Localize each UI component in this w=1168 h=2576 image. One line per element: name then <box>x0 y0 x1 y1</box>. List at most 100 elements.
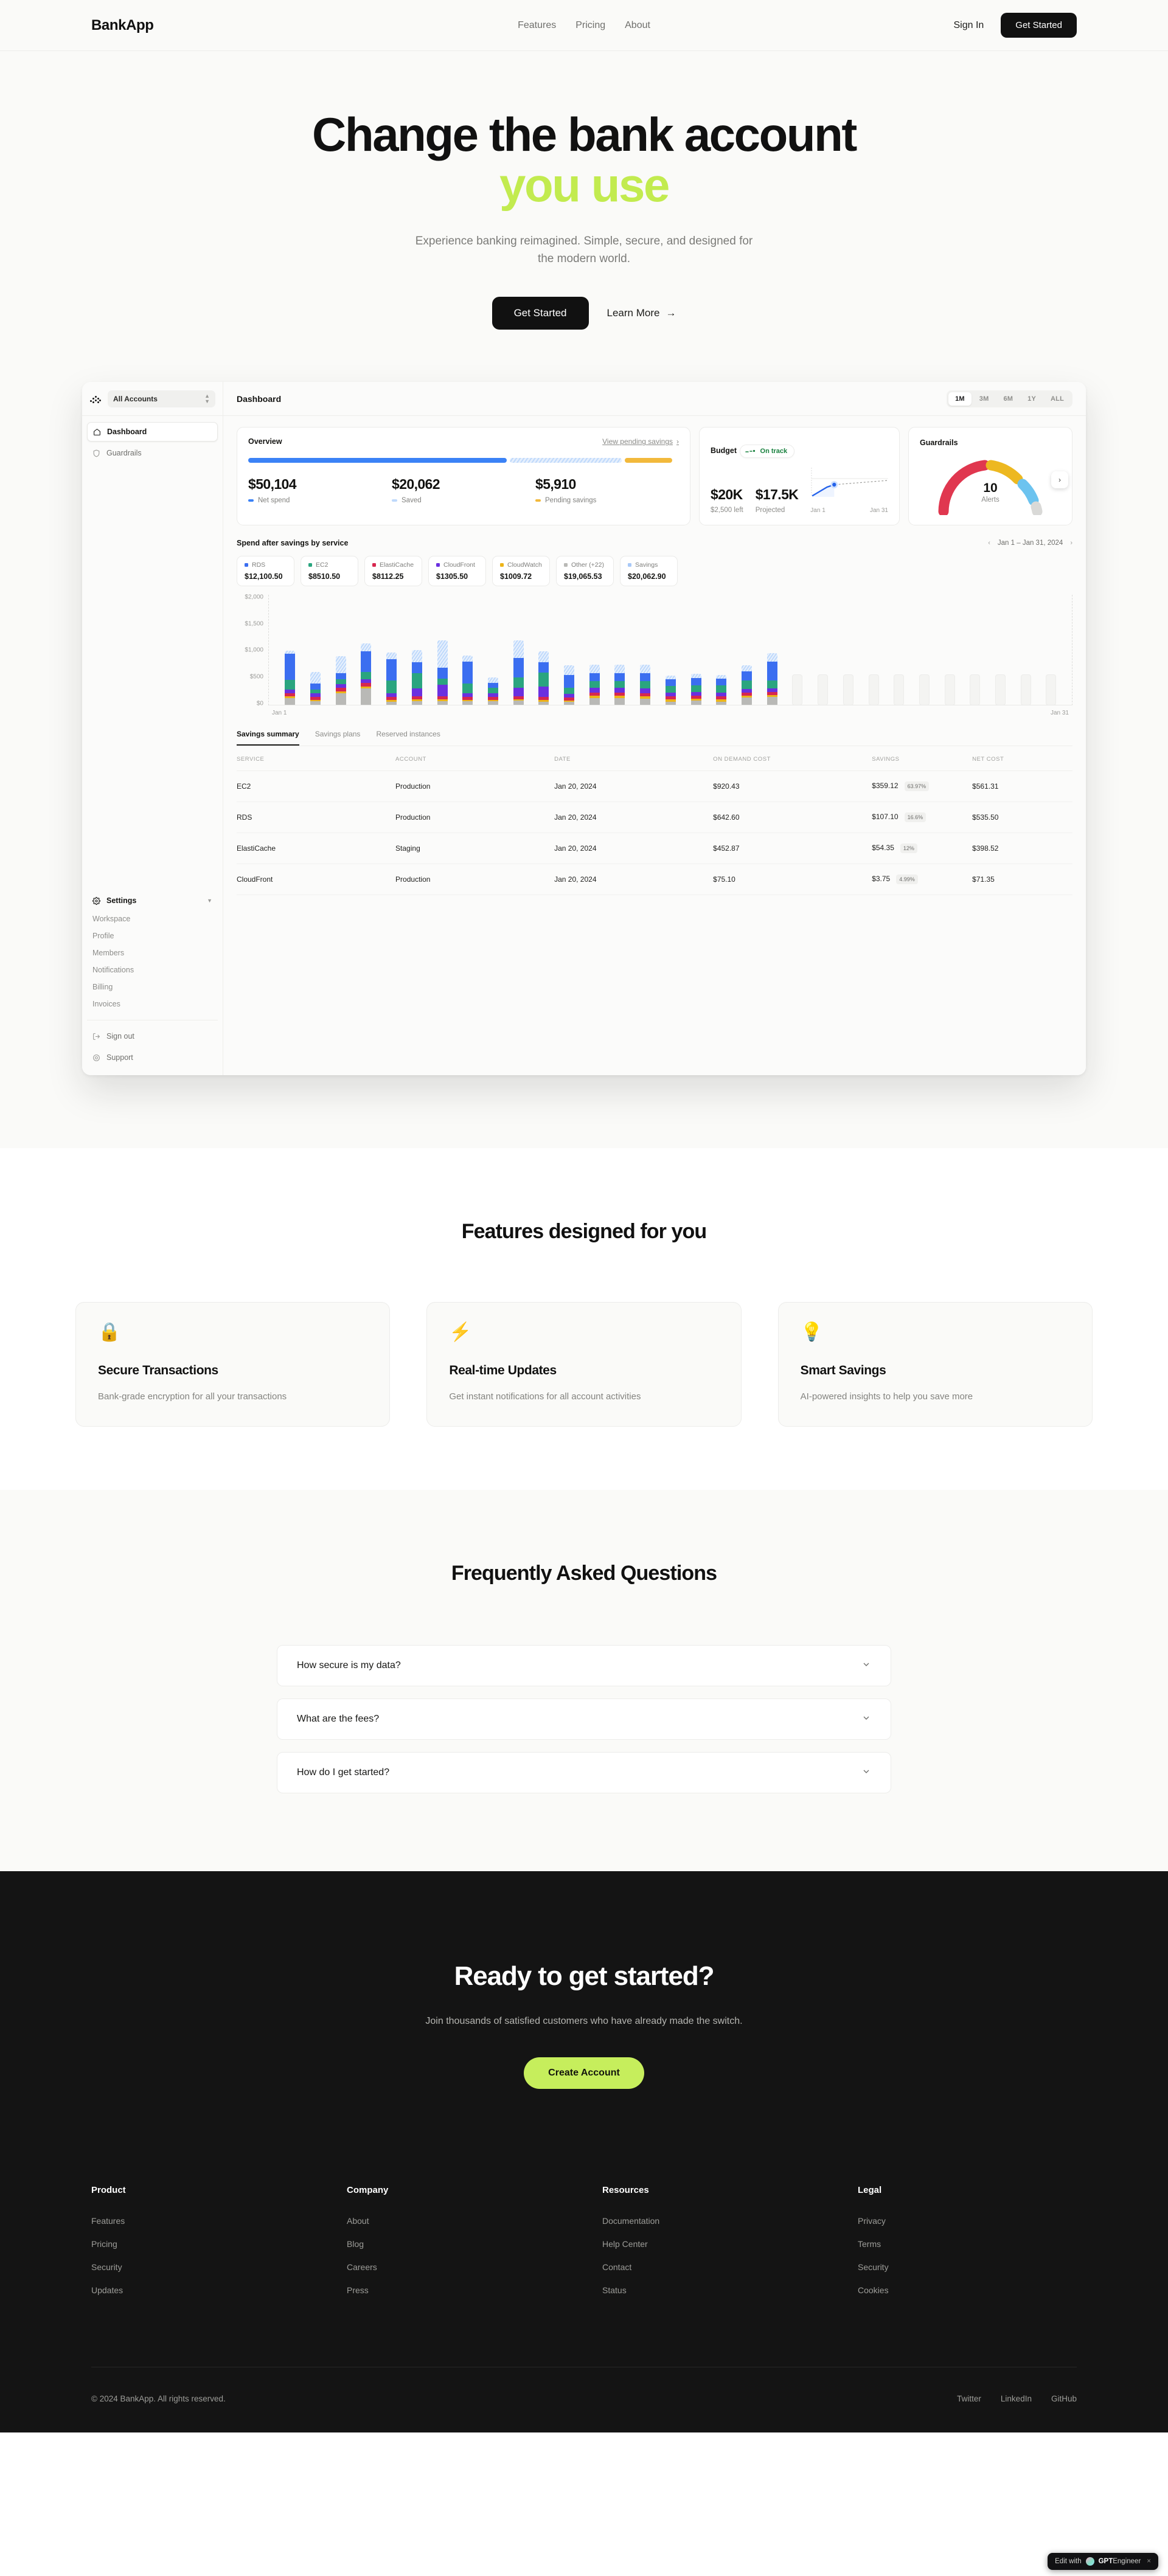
get-started-button[interactable]: Get Started <box>1001 13 1077 38</box>
legend-chip-elasticache[interactable]: ElastiCache $8112.25 <box>364 556 422 587</box>
col-on-demand-cost: ON DEMAND COST <box>713 746 872 772</box>
footer-link-cookies[interactable]: Cookies <box>858 2285 889 2296</box>
sidebar-item-signout[interactable]: Sign out <box>87 1027 218 1046</box>
footer-link-careers[interactable]: Careers <box>347 2262 377 2273</box>
chart-bar[interactable] <box>742 665 752 706</box>
footer-link-blog[interactable]: Blog <box>347 2239 364 2249</box>
faq-item-fees[interactable]: What are the fees? <box>277 1698 891 1740</box>
feature-card-smart-savings: 💡 Smart Savings AI-powered insights to h… <box>777 1302 1093 1427</box>
tab-reserved-instances[interactable]: Reserved instances <box>376 730 440 739</box>
footer-link-press[interactable]: Press <box>347 2285 369 2296</box>
legend-chip-cloudfront[interactable]: CloudFront $1305.50 <box>428 556 486 587</box>
chart-bar[interactable] <box>564 665 575 706</box>
sidebar-item-support[interactable]: Support <box>87 1048 218 1067</box>
footer-link-contact[interactable]: Contact <box>602 2262 632 2273</box>
chart-bar[interactable] <box>589 665 600 706</box>
footer-link-features[interactable]: Features <box>91 2216 125 2226</box>
footer-link-documentation[interactable]: Documentation <box>602 2216 660 2226</box>
budget-title: Budget <box>711 446 737 455</box>
range-tab-3m[interactable]: 3M <box>979 395 989 403</box>
table-row[interactable]: ElastiCache Staging Jan 20, 2024 $452.87 $54… <box>237 833 1072 865</box>
sidebar-sub-workspace[interactable]: Workspace <box>92 915 131 924</box>
chart-bar[interactable] <box>640 664 651 706</box>
learn-more-link[interactable]: Learn More → <box>607 307 676 319</box>
chart-bar[interactable] <box>437 640 448 706</box>
footer-link-updates[interactable]: Updates <box>91 2285 123 2296</box>
chart-bar-segment <box>690 685 701 693</box>
social-link-linkedin[interactable]: LinkedIn <box>1000 2394 1032 2404</box>
tab-savings-plans[interactable]: Savings plans <box>315 730 361 739</box>
chart-bar[interactable] <box>335 656 346 706</box>
prev-period-button[interactable]: ‹ <box>988 539 990 547</box>
legend-chip-rds[interactable]: RDS $12,100.50 <box>237 556 294 587</box>
guardrails-next-button[interactable]: › <box>1051 471 1068 489</box>
chart-bar[interactable] <box>614 665 625 706</box>
gpt-engineer-badge[interactable]: Edit with GPTEngineer × <box>1048 2553 1158 2570</box>
chart-bar[interactable] <box>665 675 676 706</box>
brand-logo[interactable]: BankApp <box>91 16 154 33</box>
footer-link-terms[interactable]: Terms <box>858 2239 881 2249</box>
chart-bar[interactable] <box>766 653 777 706</box>
chart-bar[interactable] <box>716 674 727 706</box>
table-row[interactable]: RDS Production Jan 20, 2024 $642.60 $107.10 1… <box>237 802 1072 834</box>
chart-bar[interactable] <box>310 671 321 706</box>
view-pending-savings-link[interactable]: View pending savings › <box>602 437 679 446</box>
hero-get-started-button[interactable]: Get Started <box>492 297 589 330</box>
sidebar-item-settings[interactable]: Settings ▼ <box>87 891 218 910</box>
legend-chip-ec2[interactable]: EC2 $8510.50 <box>301 556 358 587</box>
sidebar-sub-members[interactable]: Members <box>92 949 125 958</box>
footer-link-pricing[interactable]: Pricing <box>91 2239 117 2249</box>
hero-subtitle: Experience banking reimagined. Simple, s… <box>415 235 753 265</box>
create-account-button[interactable]: Create Account <box>524 2057 644 2090</box>
chart-bar[interactable] <box>361 643 372 706</box>
chart-bar[interactable] <box>690 674 701 706</box>
chart-bar[interactable] <box>538 651 549 706</box>
sidebar-item-guardrails[interactable]: Guardrails <box>87 443 218 463</box>
range-tab-6m[interactable]: 6M <box>1003 395 1013 403</box>
chart-bar[interactable] <box>462 655 473 706</box>
account-selector[interactable]: All Accounts ▲ ▼ <box>108 390 215 407</box>
range-tab-all[interactable]: ALL <box>1051 395 1064 403</box>
footer-link-privacy[interactable]: Privacy <box>858 2216 886 2226</box>
legend-chip-savings-head: Savings <box>628 561 670 569</box>
faq-item-security[interactable]: How secure is my data? <box>277 1645 891 1687</box>
chart-bar[interactable] <box>487 677 498 706</box>
faq-item-get-started[interactable]: How do I get started? <box>277 1752 891 1794</box>
chart-bar-column <box>303 595 328 706</box>
footer-link-status[interactable]: Status <box>602 2285 627 2296</box>
range-tab-1m[interactable]: 1M <box>948 392 972 406</box>
sidebar-sub-invoices[interactable]: Invoices <box>92 1000 120 1009</box>
tab-savings-summary[interactable]: Savings summary <box>237 730 299 746</box>
table-row[interactable]: CloudFront Production Jan 20, 2024 $75.10 $3… <box>237 864 1072 896</box>
nav-link-pricing[interactable]: Pricing <box>575 19 606 30</box>
table-row[interactable]: EC2 Production Jan 20, 2024 $920.43 $359.12 6… <box>237 770 1072 803</box>
legend-chip-savings[interactable]: Savings $20,062.90 <box>620 556 678 587</box>
close-icon[interactable]: × <box>1147 2558 1151 2565</box>
chart-bar[interactable] <box>411 650 422 706</box>
sidebar-settings-group: Settings ▼ Workspace Profile Members Not… <box>82 891 223 1013</box>
chart-bar[interactable] <box>513 640 524 706</box>
sign-in-link[interactable]: Sign In <box>953 19 984 30</box>
footer-link-security[interactable]: Security <box>91 2262 122 2273</box>
savings-table-header-row: SERVICE ACCOUNT DATE ON DEMAND COST SAVI… <box>237 746 1072 772</box>
range-tab-1y[interactable]: 1Y <box>1027 395 1037 403</box>
sidebar-item-dashboard[interactable]: Dashboard <box>87 422 218 442</box>
overview-stat-pending-label-row: Pending savings <box>535 497 679 504</box>
nav-link-about[interactable]: About <box>625 19 650 30</box>
footer-link-about[interactable]: About <box>347 2216 369 2226</box>
nav-link-features[interactable]: Features <box>518 19 557 30</box>
footer-link-help-center[interactable]: Help Center <box>602 2239 648 2249</box>
chart-bar[interactable] <box>285 650 296 706</box>
sidebar-sub-billing[interactable]: Billing <box>92 983 113 992</box>
legend-chip-cloudwatch[interactable]: CloudWatch $1009.72 <box>492 556 550 587</box>
social-link-twitter[interactable]: Twitter <box>957 2394 981 2404</box>
footer-link-legal-security[interactable]: Security <box>858 2262 889 2273</box>
next-period-button[interactable]: › <box>1070 539 1072 547</box>
footer-col-company-heading: Company <box>347 2185 389 2196</box>
chart-bar[interactable] <box>386 652 397 706</box>
sidebar-sub-profile[interactable]: Profile <box>92 932 114 941</box>
sidebar-sub-notifications[interactable]: Notifications <box>92 966 134 975</box>
social-link-github[interactable]: GitHub <box>1051 2394 1077 2404</box>
legend-chip-other[interactable]: Other (+22) $19,065.53 <box>556 556 614 587</box>
footer-bottom: © 2024 BankApp. All rights reserved. Twi… <box>91 2367 1077 2432</box>
